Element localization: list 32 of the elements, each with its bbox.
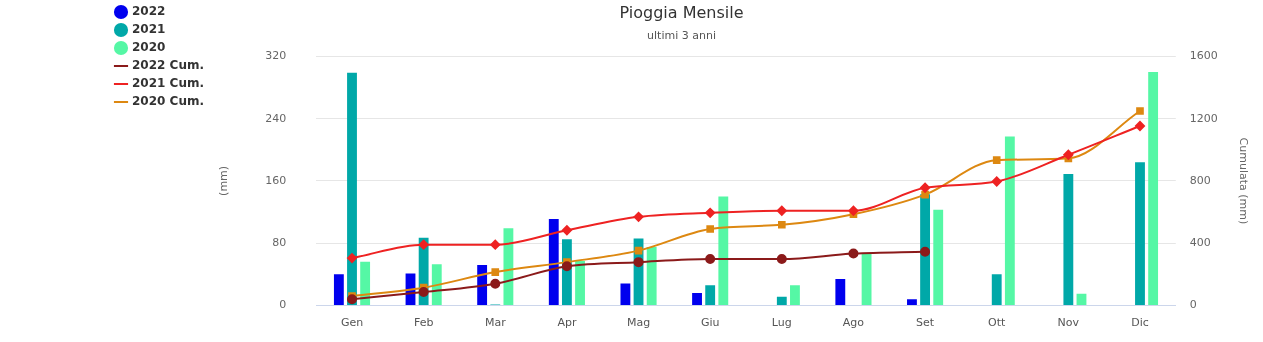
x-tick-label: Nov: [1057, 315, 1080, 329]
legend-label: 2022 Cum.: [132, 58, 204, 73]
legend-label: 2021: [132, 22, 166, 37]
y2-axis-title: Cumulata (mm): [1236, 137, 1250, 225]
y-tick-label: 320: [265, 49, 287, 63]
chart-title: Pioggia Mensile: [619, 2, 744, 22]
y2-tick-label: 800: [1189, 173, 1211, 187]
y2-tick-label: 400: [1189, 236, 1211, 250]
x-tick-label: Mag: [626, 315, 651, 329]
legend-label: 2022: [132, 4, 166, 19]
y-tick-label: 80: [272, 236, 287, 250]
x-tick-label: Set: [916, 315, 935, 329]
chart-subtitle: ultimi 3 anni: [647, 28, 716, 42]
y2-tick-label: 1200: [1189, 111, 1218, 125]
x-tick-label: Feb: [413, 315, 434, 329]
x-tick-label: Apr: [557, 315, 577, 329]
x-tick-label: Gen: [340, 315, 364, 329]
x-tick-label: Mar: [484, 315, 507, 329]
y-axis-title: (mm): [217, 165, 231, 196]
y-tick-label: 0: [279, 298, 287, 312]
y-tick-label: 240: [265, 111, 287, 125]
y-tick-label: 160: [265, 173, 287, 187]
legend-label: 2020: [132, 40, 166, 55]
y2-tick-label: 0: [1189, 298, 1197, 312]
x-tick-label: Giu: [700, 315, 720, 329]
legend-label: 2021 Cum.: [132, 76, 204, 91]
x-tick-label: Dic: [1131, 315, 1149, 329]
legend-label: 2020 Cum.: [132, 94, 204, 109]
y2-tick-label: 1600: [1189, 49, 1218, 63]
x-tick-label: Ago: [842, 315, 865, 329]
x-tick-label: Ott: [988, 315, 1007, 329]
x-tick-label: Lug: [771, 315, 792, 329]
